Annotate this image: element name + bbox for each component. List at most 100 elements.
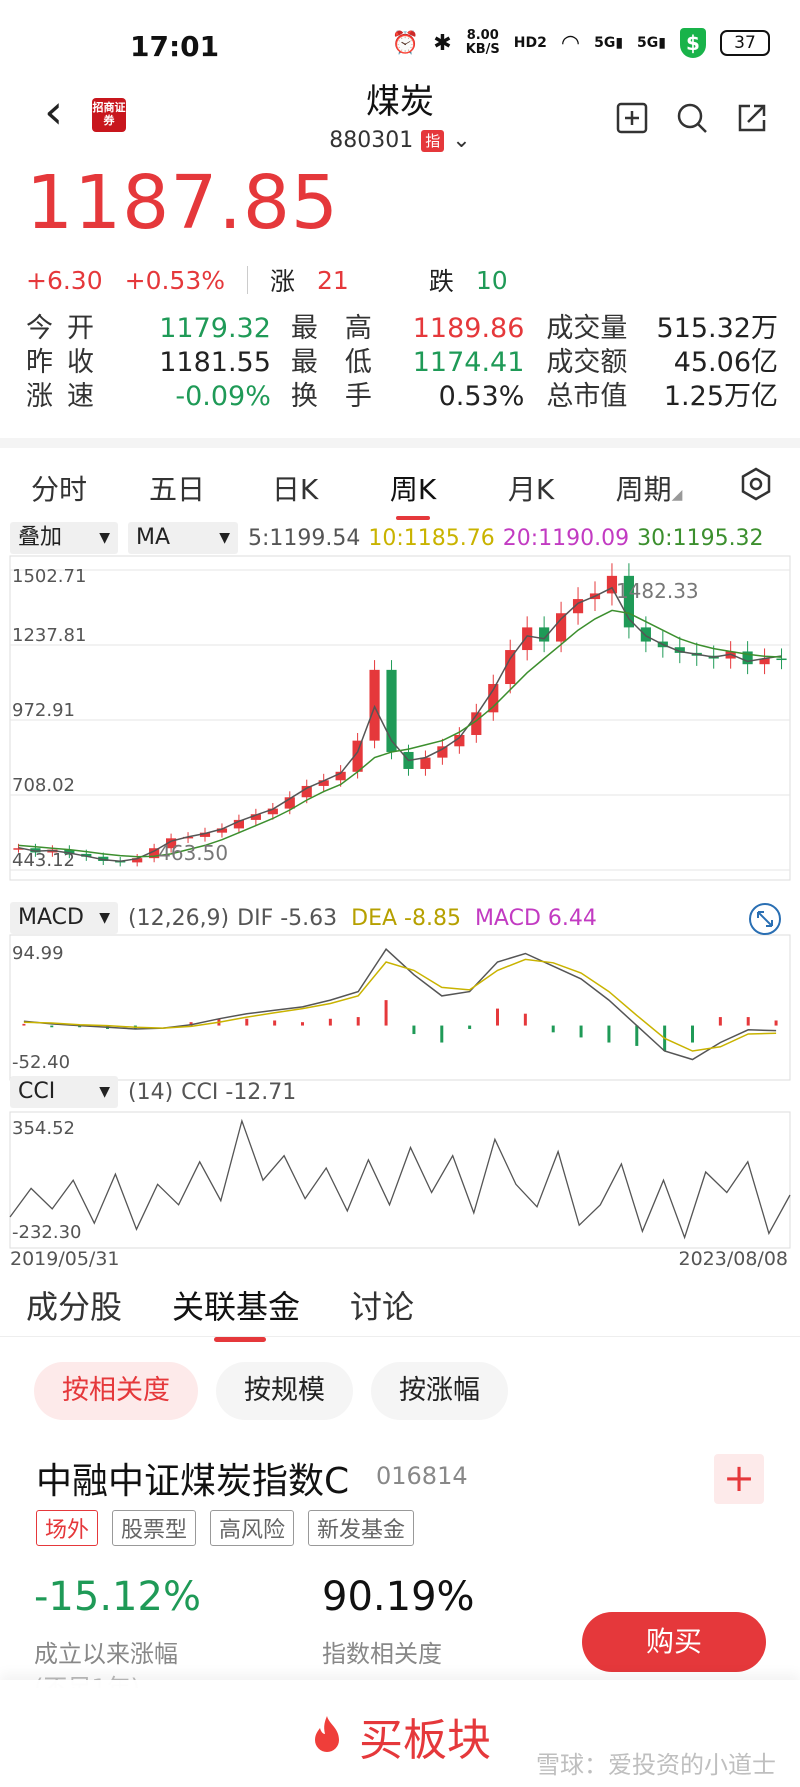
candle (522, 627, 533, 651)
candle (606, 575, 618, 594)
tab-related-funds[interactable]: 关联基金 (172, 1282, 300, 1342)
battery-icon: 37 (720, 30, 770, 56)
kline-chart[interactable]: 1502.71 1237.81 972.91 708.02 443.12 1482.33 4… (0, 550, 800, 1270)
candle (386, 669, 397, 752)
watermark: 雪球：爱投资的小道士 (536, 1751, 776, 1779)
stat-value: 1174.41 (412, 347, 525, 378)
macd-params: (12,26,9) (128, 905, 230, 931)
stats-row: 涨速 -0.09% 换 手 0.53% 总市值 1.25万亿 (26, 380, 778, 414)
candle (81, 853, 92, 857)
since-inception-return: -15.12% (34, 1574, 201, 1620)
sort-buttons: 按相关度 按规模 按涨幅 (34, 1362, 508, 1420)
macd-frame (9, 934, 791, 1081)
tab-discussion[interactable]: 讨论 (350, 1288, 415, 1326)
y-tick-label: -52.40 (12, 1052, 70, 1073)
stat-label: 最 低 (290, 347, 372, 378)
extreme-label: 1482.33 (616, 579, 699, 603)
add-watchlist-icon[interactable] (614, 100, 650, 136)
stat-value: -0.09% (175, 381, 271, 412)
index-correlation-value: 90.19% (322, 1574, 475, 1620)
y-tick-label: 354.52 (12, 1118, 75, 1139)
add-fund-button[interactable]: + (714, 1454, 764, 1504)
sort-by-relevance-button[interactable]: 按相关度 (34, 1362, 198, 1420)
hd-icon: HD2 (513, 35, 547, 51)
stat-value: 45.06亿 (673, 347, 778, 378)
wifi-icon: ◠ (560, 30, 581, 56)
candle (267, 808, 278, 815)
candle (623, 575, 634, 628)
chevron-down-icon[interactable]: ⌄ (452, 128, 471, 153)
ma-dropdown[interactable]: MA ▼ (128, 522, 238, 554)
status-icons: ⏰ ✱ 8.00 KB/S HD2 ◠ 5G▮ 5G▮ $ 37 (392, 28, 770, 58)
fund-code: 016814 (376, 1462, 468, 1490)
x-axis-start: 2019/05/31 (10, 1248, 120, 1270)
current-price: 1187.85 (26, 160, 340, 246)
down-count: 10 (475, 265, 508, 295)
search-icon[interactable] (674, 100, 710, 136)
macd-line (23, 948, 777, 1061)
stat-value: 0.53% (438, 381, 525, 412)
page-title: 煤炭 (366, 82, 434, 122)
tab-kline-0[interactable]: 分时 (30, 473, 87, 506)
stat-label: 今开 (26, 313, 108, 344)
kline-frame (9, 555, 791, 881)
candle (318, 780, 329, 786)
settings-icon[interactable] (738, 466, 774, 502)
candle (199, 832, 211, 837)
share-icon[interactable] (734, 100, 770, 136)
up-count: 21 (317, 265, 349, 295)
tab-kline-5[interactable]: 周期◢ (615, 473, 683, 506)
code-row[interactable]: 880301 指 ⌄ (0, 128, 800, 153)
expand-icon[interactable] (748, 902, 782, 936)
quote-stats: 今开 1179.32 最 高 1189.86 成交量 515.32万 昨收 1181.55 最 … (26, 312, 778, 414)
price-change: +6.30 (26, 265, 103, 295)
candle (759, 658, 770, 665)
stats-row: 昨收 1181.55 最 低 1174.41 成交额 45.06亿 (26, 346, 778, 380)
cci-dropdown[interactable]: CCI ▼ (10, 1076, 118, 1108)
sort-by-gain-button[interactable]: 按涨幅 (371, 1362, 508, 1420)
stat-value: 1189.86 (412, 313, 525, 344)
y-tick-label: 708.02 (12, 775, 75, 796)
x-axis-end: 2023/08/08 (678, 1248, 788, 1270)
y-tick-label: -232.30 (12, 1222, 81, 1243)
status-time: 17:01 (130, 30, 220, 63)
candle (776, 658, 787, 661)
fund-tag: 股票型 (112, 1510, 197, 1546)
ma-line (18, 609, 782, 858)
y-tick-label: 443.12 (12, 850, 75, 871)
tab-kline-1[interactable]: 五日 (148, 473, 205, 506)
candle (640, 627, 651, 642)
stat-label: 换 手 (290, 381, 372, 412)
cci-indicator-row: CCI ▼ (14) CCI -12.71 (10, 1076, 296, 1108)
stat-label: 成交额 (546, 347, 628, 378)
back-button[interactable]: ‹ (44, 84, 64, 140)
fund-name[interactable]: 中融中证煤炭指数C (36, 1461, 350, 1502)
ma10-value: 10:1185.76 (368, 525, 495, 551)
ma20-value: 20:1190.09 (502, 525, 630, 551)
candle (488, 684, 499, 713)
cci-value: CCI -12.71 (181, 1079, 297, 1105)
candle (539, 627, 550, 642)
y-tick-label: 972.91 (12, 700, 75, 721)
candle (420, 757, 431, 769)
broker-logo: 招商证券 (92, 98, 126, 132)
extreme-label: 463.50 (158, 841, 228, 865)
candle (352, 740, 363, 772)
overlay-dropdown[interactable]: 叠加 ▼ (10, 522, 118, 554)
stat-label: 成交量 (546, 313, 628, 344)
signal-icon-1: 5G▮ (594, 35, 624, 51)
candle (149, 848, 160, 859)
tab-kline-2[interactable]: 日K (271, 473, 319, 506)
macd-dropdown[interactable]: MACD ▼ (10, 902, 118, 934)
security-shield-icon: $ (680, 28, 706, 58)
buy-fund-button[interactable]: 购买 (582, 1612, 766, 1672)
tab-components[interactable]: 成分股 (26, 1288, 123, 1326)
candle (284, 797, 295, 809)
buy-sector-button[interactable]: 买板块 (0, 1704, 800, 1768)
sort-by-size-button[interactable]: 按规模 (216, 1362, 353, 1420)
candle (505, 650, 516, 685)
divider (247, 266, 248, 294)
tab-kline-3[interactable]: 周K (354, 468, 472, 520)
index-correlation-label: 指数相关度 (322, 1640, 442, 1668)
tab-kline-4[interactable]: 月K (507, 473, 555, 506)
